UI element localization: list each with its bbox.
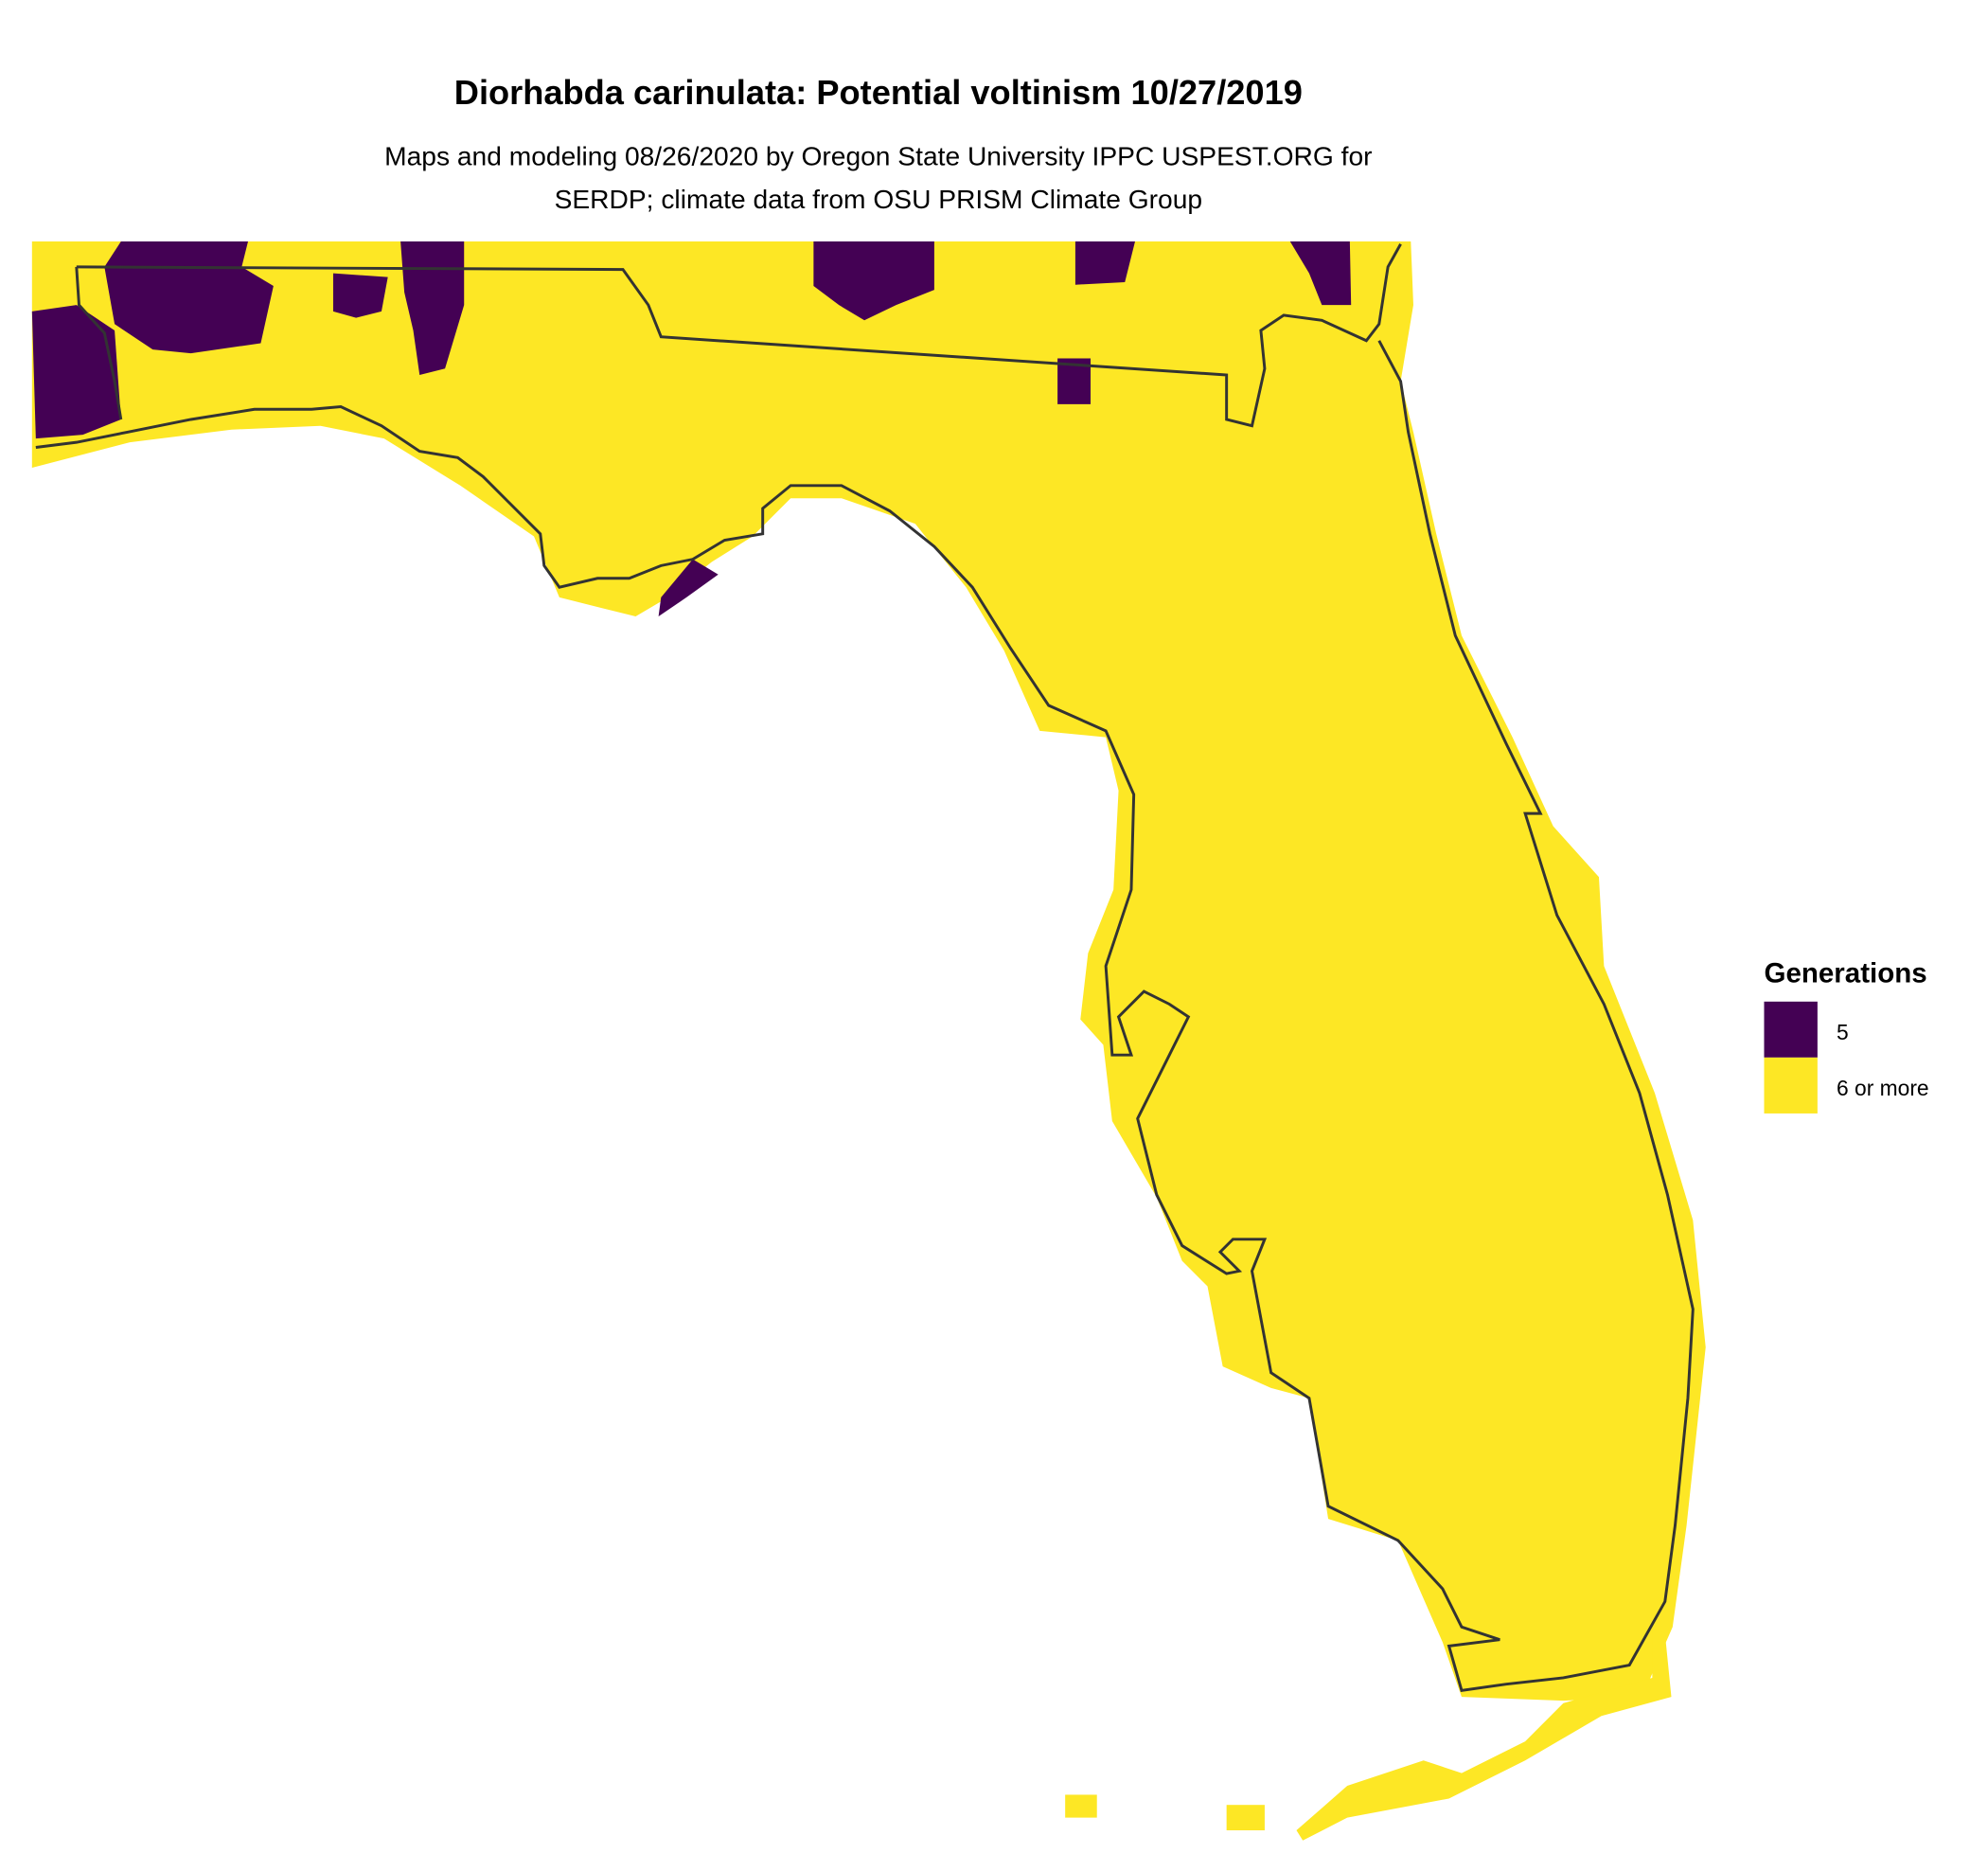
region-5-generations bbox=[332, 273, 388, 318]
subtitle-line: SERDP; climate data from OSU PRISM Clima… bbox=[555, 184, 1203, 214]
land-6-or-more bbox=[31, 241, 1706, 1702]
key-island bbox=[1296, 1627, 1672, 1841]
legend: Generations 5 6 or more bbox=[1764, 958, 1929, 1114]
keys bbox=[1065, 1627, 1672, 1841]
key-island bbox=[1065, 1794, 1097, 1818]
state-border bbox=[75, 266, 123, 420]
region-5-generations bbox=[658, 559, 719, 617]
legend-swatch bbox=[1764, 1057, 1818, 1114]
legend-label: 6 or more bbox=[1837, 1076, 1929, 1100]
legend-swatch bbox=[1764, 1001, 1818, 1058]
outlines bbox=[35, 243, 1695, 1693]
region-5-generations bbox=[31, 241, 1352, 617]
subtitle-line: Maps and modeling 08/26/2020 by Oregon S… bbox=[384, 141, 1372, 171]
legend-title: Generations bbox=[1764, 958, 1926, 989]
state-border bbox=[76, 243, 1402, 428]
coastline bbox=[35, 340, 1695, 1693]
region-5-generations bbox=[1074, 241, 1136, 285]
legend-label: 5 bbox=[1837, 1020, 1849, 1044]
key-island bbox=[1226, 1805, 1265, 1831]
map-title: Diorhabda carinulata: Potential voltinis… bbox=[454, 73, 1303, 112]
region-5-generations bbox=[1289, 241, 1352, 306]
map-area bbox=[31, 241, 1706, 1841]
region-5-generations bbox=[1057, 358, 1092, 404]
region-5-generations bbox=[104, 241, 274, 354]
region-5-generations bbox=[813, 241, 934, 321]
region-5-generations bbox=[31, 305, 121, 439]
region-5-generations bbox=[400, 241, 465, 376]
